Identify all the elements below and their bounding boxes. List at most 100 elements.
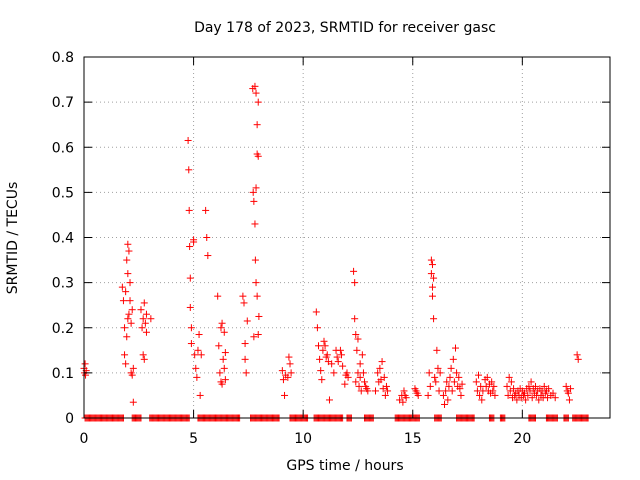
- data-point: [118, 283, 126, 291]
- data-point: [334, 358, 342, 366]
- data-point: [378, 358, 386, 366]
- data-point: [203, 234, 211, 241]
- x-axis-label: GPS time / hours: [286, 458, 403, 474]
- data-point: [121, 324, 129, 332]
- data-point: [357, 387, 365, 395]
- data-point: [325, 396, 333, 404]
- data-point: [573, 351, 581, 359]
- data-point: [216, 369, 224, 377]
- data-point: [186, 274, 194, 282]
- data-point: [316, 355, 324, 363]
- data-point: [355, 382, 363, 390]
- data-point: [330, 369, 338, 377]
- data-point: [488, 378, 496, 386]
- data-point: [491, 391, 499, 399]
- data-point: [255, 312, 263, 320]
- data-point: [217, 324, 225, 332]
- data-point: [249, 188, 257, 196]
- data-point: [402, 394, 410, 402]
- data-point: [430, 315, 438, 323]
- data-point: [448, 387, 456, 395]
- y-axis-label: SRMTID / TECUs: [5, 182, 21, 295]
- data-point: [125, 247, 133, 255]
- data-point: [527, 378, 535, 386]
- data-point: [504, 391, 512, 399]
- data-point: [184, 136, 192, 144]
- chart-title: Day 178 of 2023, SRMTID for receiver gas…: [194, 20, 496, 36]
- data-point: [220, 328, 228, 336]
- data-point: [279, 376, 287, 384]
- data-point: [252, 184, 260, 192]
- data-point: [141, 319, 149, 327]
- y-tick-label: 0.5: [52, 185, 74, 201]
- data-point: [359, 369, 367, 377]
- data-point: [399, 398, 407, 406]
- data-point: [254, 152, 262, 160]
- data-point: [351, 279, 359, 287]
- data-point: [287, 369, 295, 377]
- data-point: [352, 331, 360, 339]
- data-point: [472, 378, 480, 386]
- data-point: [445, 382, 453, 390]
- data-point: [354, 335, 362, 343]
- data-point: [253, 121, 261, 129]
- data-point: [425, 369, 433, 377]
- data-point: [318, 376, 326, 384]
- data-point: [139, 351, 147, 359]
- x-tick-label: 20: [513, 431, 531, 447]
- data-point: [251, 256, 259, 264]
- data-point: [218, 319, 226, 327]
- data-point: [507, 378, 515, 386]
- data-point: [525, 382, 533, 390]
- data-point: [456, 385, 464, 393]
- data-point: [333, 353, 341, 361]
- data-point: [513, 396, 521, 404]
- data-point: [142, 328, 150, 336]
- data-point: [352, 378, 360, 386]
- data-point: [384, 387, 392, 395]
- data-point: [319, 346, 327, 354]
- data-point: [442, 387, 450, 395]
- data-point: [434, 364, 442, 372]
- data-point: [126, 279, 134, 287]
- data-point: [374, 369, 382, 377]
- data-point: [549, 389, 557, 397]
- data-point: [187, 324, 195, 332]
- y-tick-label: 0.3: [52, 276, 74, 292]
- data-point: [574, 355, 582, 363]
- data-point: [562, 382, 570, 390]
- y-tick-label: 0.2: [52, 321, 74, 337]
- data-point: [356, 373, 364, 381]
- data-point: [242, 369, 250, 377]
- data-point: [449, 355, 457, 363]
- data-point: [204, 252, 212, 260]
- data-point: [220, 364, 228, 372]
- data-point: [124, 270, 132, 278]
- data-point: [364, 387, 372, 395]
- data-point: [350, 267, 358, 275]
- data-point: [447, 364, 455, 372]
- data-point: [252, 89, 260, 97]
- data-point: [139, 315, 147, 323]
- data-point: [119, 297, 127, 305]
- data-point: [185, 206, 193, 214]
- data-point: [284, 373, 292, 381]
- data-point: [540, 382, 548, 390]
- data-point: [564, 389, 572, 397]
- data-point: [358, 351, 366, 359]
- data-point: [545, 385, 553, 393]
- data-point: [186, 243, 194, 251]
- data-point: [125, 310, 133, 318]
- y-tick-label: 0.7: [52, 95, 74, 111]
- data-point: [428, 292, 436, 300]
- data-point: [433, 346, 441, 354]
- x-tick-label: 15: [404, 431, 422, 447]
- data-point: [129, 398, 137, 406]
- data-point: [138, 324, 146, 332]
- data-point: [140, 299, 148, 307]
- y-tick-label: 0.1: [52, 366, 74, 382]
- data-point: [215, 342, 223, 350]
- data-point: [254, 331, 262, 339]
- data-point: [250, 333, 258, 341]
